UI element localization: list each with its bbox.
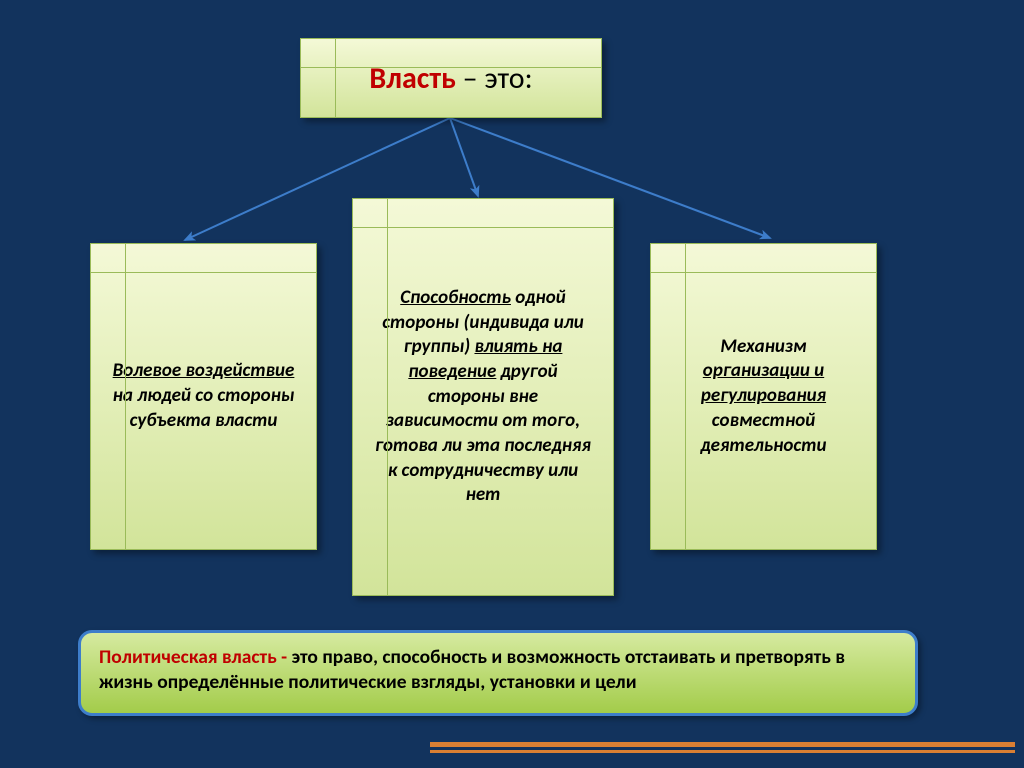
def3-text: Механизм организации и регулирования сов… bbox=[669, 335, 858, 458]
def1-notch-v bbox=[125, 244, 126, 549]
arrow-2 bbox=[450, 118, 478, 196]
title-word: Власть bbox=[369, 60, 455, 97]
def-text-plain: совместной деятельности bbox=[700, 409, 826, 457]
def-text-plain: Механизм bbox=[720, 335, 806, 358]
definition-box-1: Волевое воздействие на людей со стороны … bbox=[90, 243, 317, 550]
def2-notch-v bbox=[387, 199, 388, 595]
def-text-underlined: организации и регулирования bbox=[701, 359, 826, 407]
def-text-plain: на людей со стороны субъекта власти bbox=[113, 384, 295, 432]
def2-inner: Способность одной стороны (индивида или … bbox=[353, 199, 613, 595]
underline-top bbox=[430, 742, 1015, 747]
title-inner: Власть – это: bbox=[301, 39, 601, 117]
def3-notch-v bbox=[685, 244, 686, 549]
title-rest: – это: bbox=[456, 60, 533, 97]
title-notch-v bbox=[335, 39, 336, 117]
def1-text: Волевое воздействие на людей со стороны … bbox=[109, 359, 298, 433]
definition-box-3: Механизм организации и регулирования сов… bbox=[650, 243, 877, 550]
title-notch-h bbox=[301, 67, 601, 68]
footer-box: Политическая власть - это право, способн… bbox=[78, 630, 918, 716]
title-text: Власть – это: bbox=[369, 60, 532, 97]
def2-notch-h bbox=[353, 227, 613, 228]
title-box: Власть – это: bbox=[300, 38, 602, 118]
definition-box-2: Способность одной стороны (индивида или … bbox=[352, 198, 614, 596]
def-text-underlined: Способность bbox=[400, 286, 511, 309]
slide-root: Власть – это: Волевое воздействие на люд… bbox=[0, 0, 1024, 768]
underline-bottom bbox=[430, 750, 1015, 753]
def2-text: Способность одной стороны (индивида или … bbox=[371, 286, 595, 508]
def-text-underlined: Волевое воздействие bbox=[113, 359, 295, 382]
footer-accent: Политическая власть - bbox=[99, 645, 292, 669]
